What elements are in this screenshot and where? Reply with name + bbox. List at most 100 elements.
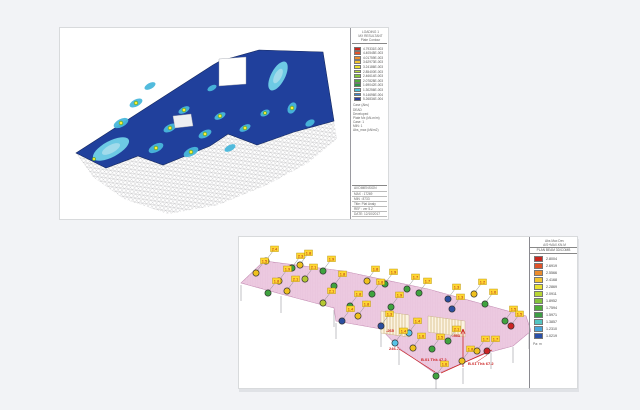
node-marker: 2.1 [301,263,318,283]
node-marker: 1.7 [403,273,420,293]
node-marker-dot [507,322,515,330]
legend-scale-value: 4.01759E-003 [363,55,384,60]
legend-text-line: MAX : 17269 [352,192,387,197]
node-marker-dot [483,347,491,355]
value-tag [509,305,518,312]
value-tag [283,265,292,272]
legend-text-line: Abs Max Dev [545,239,564,243]
value-tag [272,277,281,284]
legend-color-swatch [354,69,361,74]
value-tag [296,252,305,259]
value-tag [389,268,398,275]
node-marker: 2.1 [283,275,300,295]
node-marker-dot [448,305,456,313]
legend-scale-row: 2.6919 [530,262,577,270]
bottom-legend-table-header: PLAN BEAM 3D/COMB [530,247,577,254]
node-marker-dot [264,289,272,297]
value-tag-text: 1.4 [348,306,354,311]
legend-color-swatch [534,290,543,298]
value-tag-text: 1.8 [306,250,312,255]
node-marker: 1.8 [363,265,380,285]
legend-text-line: MIN : 8733 [352,197,387,202]
value-tag [260,257,269,264]
legend-scale-value: 4.79331E-003 [363,46,384,51]
legend-color-swatch [534,269,543,277]
annotation-text: B.01 Thk 47.2 [421,357,447,362]
annotation-text: 246.7 [389,346,400,351]
node-marker-dot [432,372,440,380]
node-marker: 1.6 [481,288,498,308]
value-tag-text: 2.4 [272,246,278,251]
node-marker-dot [481,300,489,308]
value-tag-text: 1.8 [378,279,384,284]
legend-scale-value: 5.26834E-004 [363,97,384,102]
slab-opening [172,113,194,129]
legend-scale-row: 1.0219 [530,332,577,340]
legend-color-swatch [534,325,543,333]
value-tag-text: 1.9 [329,256,335,261]
node-marker: 2.1 [319,287,336,307]
value-tag [413,317,422,324]
legend-scale-row: 2.8004 [530,255,577,263]
plan-legend: Abs Max Dev A/S+MAX.KN.M PLAN BEAM 3D/COM… [529,237,577,388]
value-tag-text: 1.6 [419,333,425,338]
value-tag-text: 1.3 [458,294,464,299]
legend-color-swatch [534,318,543,326]
legend-scale-value: 2.07828E-003 [363,78,384,83]
node-marker-dot [444,337,452,345]
legend-scale-row: 1.2310 [530,325,577,333]
value-tag [395,291,404,298]
top-legend-scale: 4.79331E-003 4.40545E-003 4.01759E-003 3.62… [351,46,388,101]
legend-text-line: MX RESULTANT [358,34,383,39]
node-marker-dot [501,317,509,325]
legend-scale-row: 1.30256E-003 [351,88,388,93]
legend-scale-value: 1.2310 [546,327,557,332]
legend-color-swatch [534,276,543,284]
legend-color-swatch [354,74,361,79]
bottom-legend-header: Abs Max Dev A/S+MAX.KN.M [530,237,577,247]
node-marker-dot [296,261,304,269]
legend-text-line: All DIMENSION [352,186,387,192]
legend-scale-value: 1.3857 [546,320,557,325]
top-legend-info: All DIMENSION MAX : 17269 MIN : 8733 Title:… [352,185,387,217]
legend-color-swatch [534,255,543,263]
node-marker: 1.3 [444,283,461,303]
legend-scale-value: 1.5971 [546,313,557,318]
value-tag-text: 2.3 [298,253,304,258]
value-tag-text: 1.5 [517,311,523,316]
legend-text-line: Abs_max (kN/m2) [353,127,379,132]
value-tag-text: 1.9 [391,269,397,274]
legend-scale-value: 3.62973E-003 [363,60,384,65]
value-tag [423,277,432,284]
node-marker: 1.5 [507,310,524,330]
node-marker-dot [252,269,260,277]
value-tag [452,283,461,290]
node-marker: 1.6 [409,332,426,352]
node-marker-dot [415,289,423,297]
legend-text-line: DEAD [353,107,362,112]
legend-text-line: MIN: 1 [353,123,363,128]
legend-color-swatch [354,92,361,97]
legend-scale-row: 1.69042E-003 [351,83,388,88]
value-tag-text: 2.1 [311,264,317,269]
value-tag-text: 1.8 [468,346,474,351]
value-tag [385,310,394,317]
legend-scale-value: 4.40545E-003 [363,51,384,56]
node-marker-dot [470,290,478,298]
node-marker: 1.9 [387,291,404,311]
legend-scale-value: 3.24186E-003 [363,64,384,69]
value-tag-text: 1.7 [425,278,431,283]
value-tag [346,305,355,312]
node-marker: 1.9 [319,255,336,275]
value-tag-text: 1.8 [373,266,379,271]
value-tag-text: 1.8 [356,291,362,296]
node-marker-dot [354,312,362,320]
node-marker: 1.7 [415,277,432,297]
node-marker-dot [368,290,376,298]
legend-scale-row: 4.01759E-003 [351,55,388,60]
node-marker: 1.8 [354,300,371,320]
value-tag [440,360,449,367]
legend-color-swatch [354,55,361,60]
legend-scale-row: 9.14696E-004 [351,92,388,97]
value-tag-text: 1.7 [413,274,419,279]
